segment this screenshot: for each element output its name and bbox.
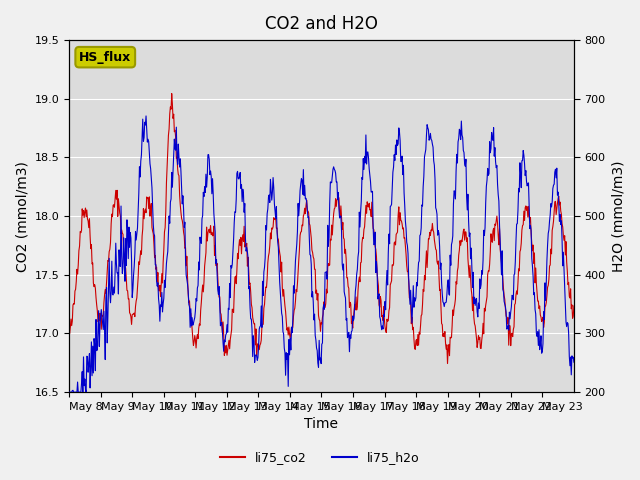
Y-axis label: CO2 (mmol/m3): CO2 (mmol/m3) [15, 161, 29, 272]
Text: HS_flux: HS_flux [79, 51, 131, 64]
Title: CO2 and H2O: CO2 and H2O [265, 15, 378, 33]
Y-axis label: H2O (mmol/m3): H2O (mmol/m3) [611, 160, 625, 272]
X-axis label: Time: Time [305, 418, 339, 432]
Legend: li75_co2, li75_h2o: li75_co2, li75_h2o [215, 446, 425, 469]
